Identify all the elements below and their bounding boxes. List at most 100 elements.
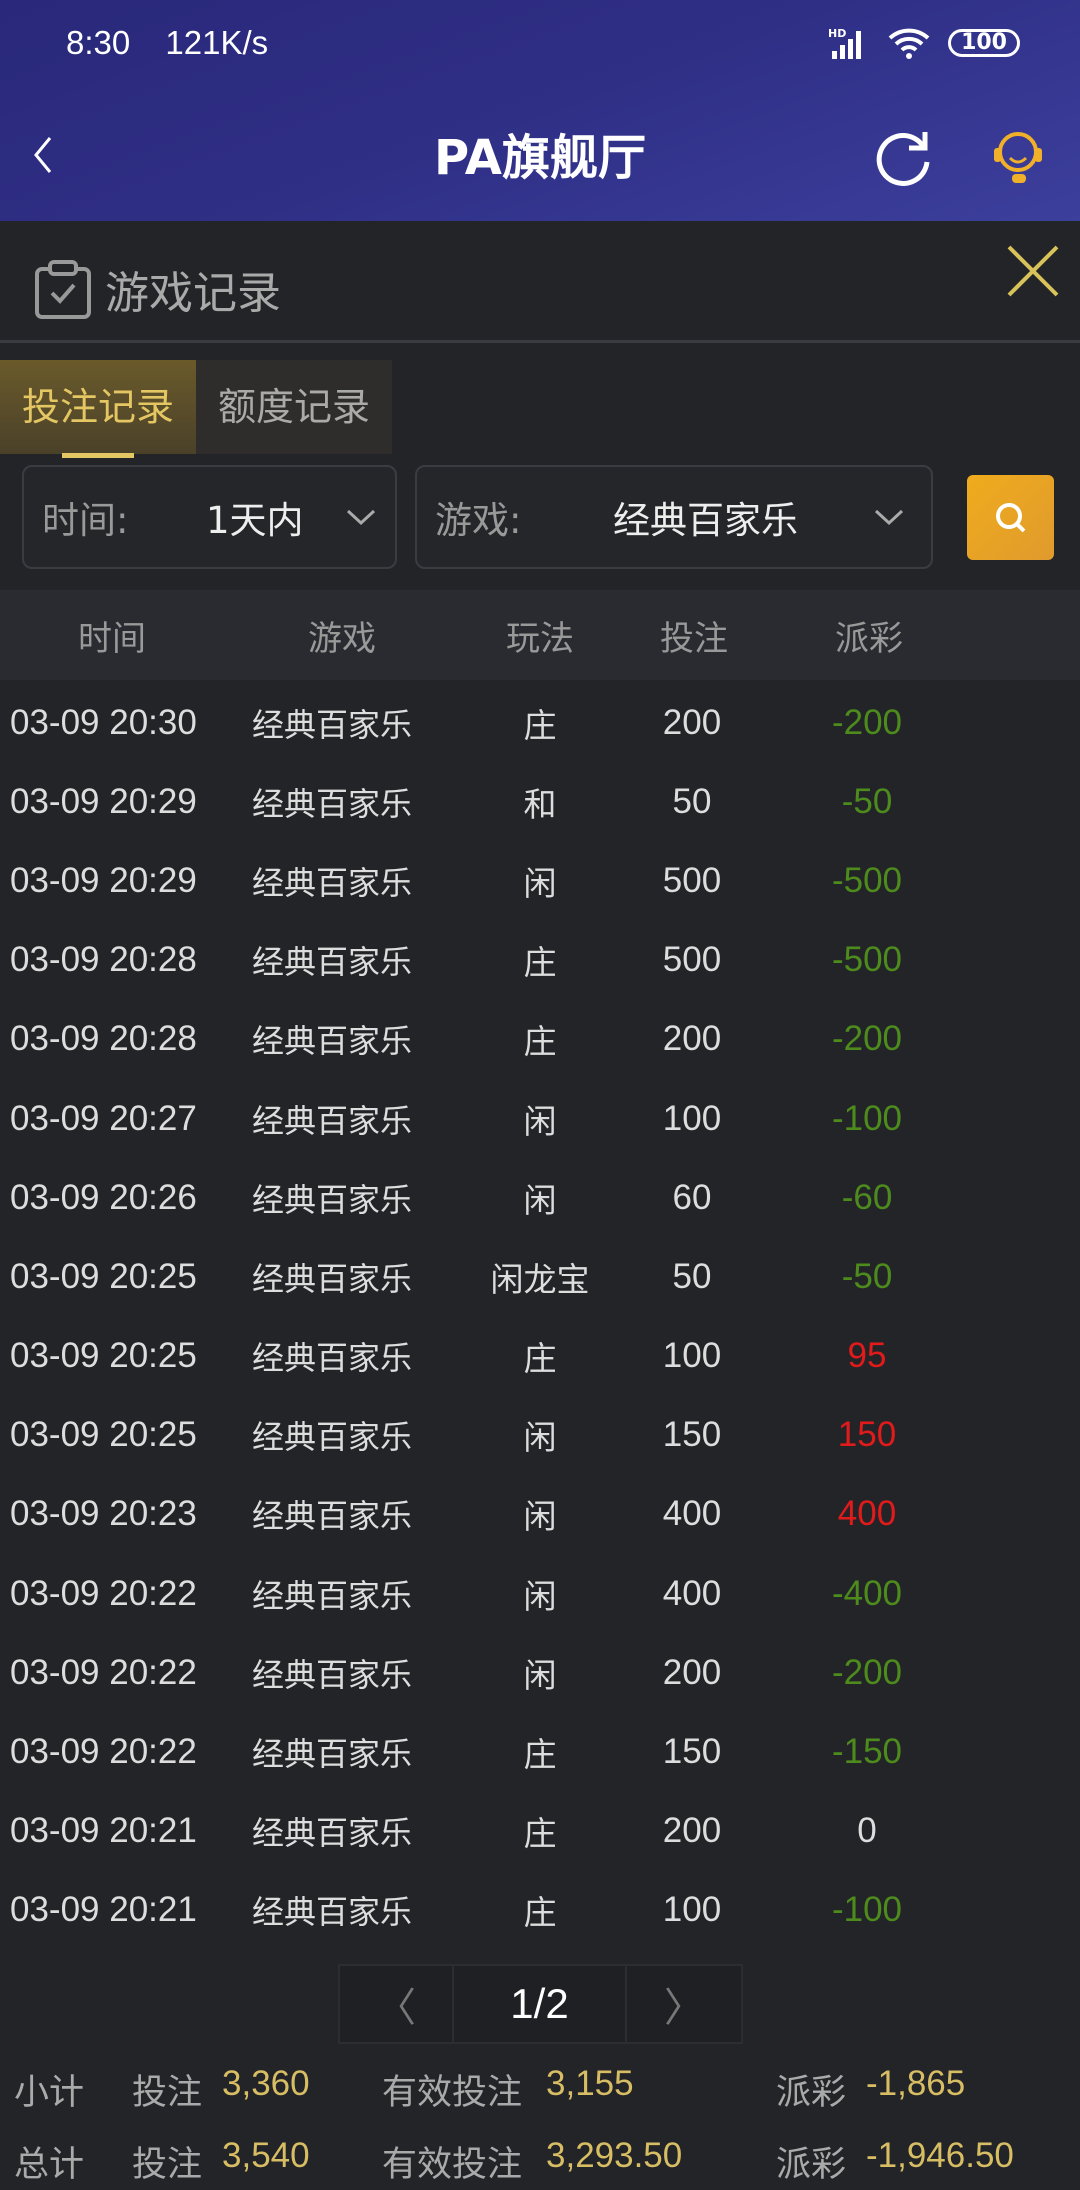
cell-game: 经典百家乐	[252, 1339, 413, 1378]
subtotal-label: 小计	[14, 2073, 85, 2112]
cell-play: 庄	[523, 943, 557, 983]
cell-payout: 150	[837, 1415, 897, 1455]
cell-time: 03-09 20:29	[10, 860, 197, 900]
cell-bet: 100	[662, 1890, 722, 1930]
cell-bet: 50	[672, 781, 712, 821]
cell-play: 闲	[523, 863, 557, 903]
cell-play: 庄	[523, 1814, 557, 1854]
cell-bet: 200	[662, 1652, 722, 1692]
cell-payout: -500	[831, 860, 903, 900]
game-filter-label: 游戏:	[435, 499, 522, 542]
cell-play: 闲	[523, 1180, 557, 1220]
subtotal-bet-label: 投注	[132, 2073, 203, 2112]
cell-game: 经典百家乐	[252, 1893, 413, 1932]
prev-page-button[interactable]: 〈	[340, 1966, 454, 2042]
time-filter-value: 1天内	[206, 499, 304, 542]
cell-play: 庄	[523, 1022, 557, 1062]
status-icons: HD 100	[828, 26, 1020, 60]
time-filter-select[interactable]: 时间: 1天内	[22, 465, 397, 569]
cell-time: 03-09 20:28	[10, 1019, 197, 1059]
subtotal-bet: 3,360	[222, 2064, 310, 2103]
cell-payout: 400	[837, 1494, 897, 1534]
cell-play: 庄	[523, 1339, 557, 1379]
total-bet-label: 投注	[132, 2145, 203, 2184]
header-game: 游戏	[308, 618, 376, 659]
customer-service-icon[interactable]	[990, 126, 1046, 188]
table-header: 时间 游戏 玩法 投注 派彩	[0, 590, 1080, 680]
cell-time: 03-09 20:27	[10, 1098, 197, 1138]
cell-game: 经典百家乐	[252, 1497, 413, 1536]
bet-records-table: 03-09 20:30 经典百家乐庄 200 -200 03-09 20:29 经典百家乐…	[0, 683, 1080, 1950]
cell-time: 03-09 20:21	[10, 1811, 197, 1851]
game-filter-value: 经典百家乐	[613, 499, 798, 542]
search-button[interactable]	[967, 475, 1054, 560]
cell-time: 03-09 20:22	[10, 1732, 197, 1772]
cell-payout: -200	[831, 1019, 903, 1059]
total-valid-label: 有效投注	[382, 2145, 523, 2184]
cell-payout: -200	[831, 1652, 903, 1692]
cell-play: 庄	[523, 1893, 557, 1933]
game-filter-select[interactable]: 游戏: 经典百家乐	[415, 465, 933, 569]
header-bet: 投注	[660, 618, 728, 659]
tab-credit-records[interactable]: 额度记录	[196, 360, 392, 454]
table-row: 03-09 20:23 经典百家乐 闲 400 400	[0, 1475, 1080, 1554]
cell-bet: 100	[662, 1336, 722, 1376]
cell-game: 经典百家乐	[252, 784, 413, 823]
cell-time: 03-09 20:21	[10, 1890, 197, 1930]
next-page-button[interactable]: 〉	[664, 1985, 704, 2031]
cell-game: 经典百家乐	[252, 1576, 413, 1615]
cell-game: 经典百家乐	[252, 1180, 413, 1219]
cell-bet: 100	[662, 1098, 722, 1138]
cell-play: 闲	[523, 1497, 557, 1537]
clipboard-check-icon	[35, 260, 91, 319]
cell-bet: 200	[662, 1019, 722, 1059]
subtotal-payout-label: 派彩	[776, 2073, 847, 2112]
cell-payout: -50	[841, 781, 893, 821]
cell-play: 庄	[523, 705, 557, 745]
status-time: 8:30	[66, 24, 131, 61]
cell-payout: 0	[857, 1811, 877, 1851]
cell-game: 经典百家乐	[252, 1101, 413, 1140]
refresh-icon[interactable]	[875, 126, 935, 186]
signal-label: HD	[828, 27, 846, 40]
back-button[interactable]	[24, 130, 64, 180]
cell-time: 03-09 20:25	[10, 1336, 197, 1376]
app-header: 8:30 121K/s HD 100 PA旗舰厅	[0, 0, 1080, 221]
subtotal-valid-label: 有效投注	[382, 2073, 523, 2112]
cell-payout: -100	[831, 1098, 903, 1138]
cell-time: 03-09 20:25	[10, 1415, 197, 1455]
table-row: 03-09 20:21 经典百家乐 庄 100 -100	[0, 1871, 1080, 1950]
total-payout: -1,946.50	[866, 2136, 1014, 2175]
cell-bet: 60	[672, 1177, 712, 1217]
page-indicator: 1/2	[454, 1966, 627, 2042]
cell-payout: -100	[831, 1890, 903, 1930]
chevron-down-icon	[874, 509, 904, 526]
cell-game: 经典百家乐	[252, 1259, 413, 1298]
cell-time: 03-09 20:26	[10, 1177, 197, 1217]
cell-play: 闲	[523, 1655, 557, 1695]
chevron-down-icon	[346, 509, 376, 526]
cell-payout: -200	[831, 702, 903, 742]
table-row: 03-09 20:22 经典百家乐 闲 400 -400	[0, 1554, 1080, 1633]
cell-game: 经典百家乐	[252, 1655, 413, 1694]
tab-bet-records[interactable]: 投注记录	[0, 360, 196, 458]
table-row: 03-09 20:29 经典百家乐 和 50 -50	[0, 762, 1080, 841]
header-time: 时间	[78, 618, 146, 659]
cell-play: 闲	[523, 1418, 557, 1458]
cell-game: 经典百家乐	[252, 1022, 413, 1061]
table-row: 03-09 20:22 经典百家乐 闲 200 -200	[0, 1633, 1080, 1712]
header-play: 玩法	[506, 618, 574, 659]
total-payout-label: 派彩	[776, 2145, 847, 2184]
cell-time: 03-09 20:28	[10, 940, 197, 980]
cell-game: 经典百家乐	[252, 943, 413, 982]
battery-indicator: 100	[948, 29, 1020, 57]
close-icon[interactable]	[1005, 243, 1061, 299]
cell-time: 03-09 20:22	[10, 1573, 197, 1613]
cell-play: 和	[523, 784, 557, 824]
wifi-icon	[888, 28, 930, 59]
cell-bet: 400	[662, 1573, 722, 1613]
status-bar: 8:30 121K/s	[66, 24, 294, 62]
panel-title: 游戏记录	[105, 268, 281, 319]
table-row: 03-09 20:28 经典百家乐 庄 500 -500	[0, 921, 1080, 1000]
cell-time: 03-09 20:25	[10, 1256, 197, 1296]
